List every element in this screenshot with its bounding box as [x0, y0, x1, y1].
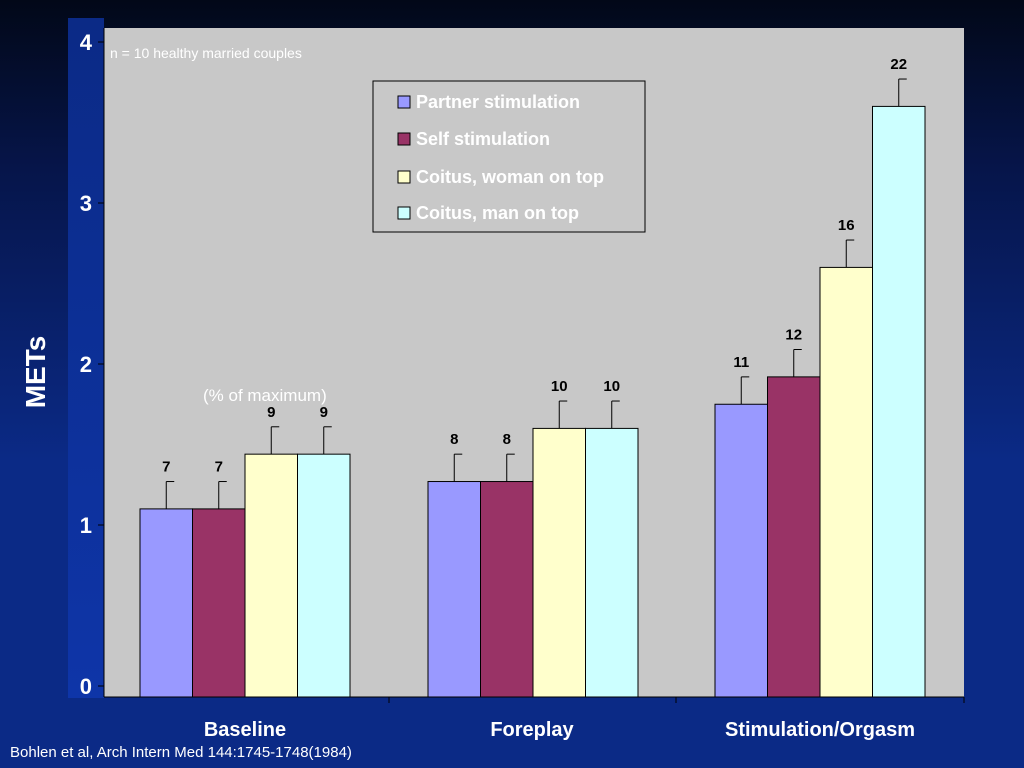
y-tick-label-3: 3 [80, 191, 92, 216]
legend-swatch-0 [397, 95, 411, 109]
data-label-0-0: 7 [162, 459, 170, 476]
citation: Bohlen et al, Arch Intern Med 144:1745-1… [10, 744, 352, 761]
data-label-0-1: 7 [215, 459, 223, 476]
legend-label-2: Coitus, woman on top [416, 167, 604, 187]
bar-2-0 [714, 403, 768, 698]
legend: Partner stimulation Self stimulation Coitu… [372, 80, 646, 233]
chart-note: n = 10 healthy married couples [110, 45, 302, 61]
data-label-1-2: 10 [551, 378, 568, 395]
data-label-2-0: 11 [733, 354, 749, 371]
data-label-2-3: 22 [890, 56, 907, 73]
legend-label-3: Coitus, man on top [416, 203, 579, 223]
legend-swatch-3 [397, 206, 411, 220]
legend-swatch-1 [397, 132, 411, 146]
bar-0-3 [297, 453, 351, 698]
legend-swatch-2 [397, 170, 411, 184]
y-tick-label-2: 2 [80, 352, 92, 377]
bars-layer [139, 78, 926, 698]
data-label-0-3: 9 [320, 404, 328, 421]
y-tick-label-1: 1 [80, 513, 92, 538]
data-label-0-2: 9 [267, 404, 275, 421]
bar-1-2 [532, 427, 586, 698]
bar-0-1 [192, 508, 246, 698]
data-label-1-1: 8 [503, 431, 511, 448]
bar-2-3 [872, 105, 926, 698]
bar-2-1 [767, 376, 821, 698]
bar-1-0 [427, 481, 481, 698]
y-axis-band [68, 18, 104, 698]
data-label-1-3: 10 [603, 378, 620, 395]
axes-layer [98, 28, 965, 703]
category-label-2: Stimulation/Orgasm [725, 719, 915, 741]
legend-label-0: Partner stimulation [416, 92, 580, 112]
data-label-2-2: 16 [838, 217, 855, 234]
bar-1-1 [480, 481, 534, 698]
bar-2-2 [819, 266, 873, 698]
bar-0-0 [139, 508, 193, 698]
category-label-0: Baseline [204, 719, 286, 741]
data-label-1-0: 8 [450, 431, 458, 448]
category-label-1: Foreplay [490, 719, 574, 741]
legend-label-1: Self stimulation [416, 129, 550, 149]
legend-box [372, 80, 646, 233]
data-label-2-1: 12 [785, 327, 802, 344]
y-tick-label-0: 0 [80, 674, 92, 699]
bar-1-3 [585, 427, 639, 698]
y-tick-label-4: 4 [80, 30, 93, 55]
chart-annotation: (% of maximum) [203, 386, 327, 405]
bar-0-2 [244, 453, 298, 698]
y-axis-label: METs [20, 336, 51, 409]
